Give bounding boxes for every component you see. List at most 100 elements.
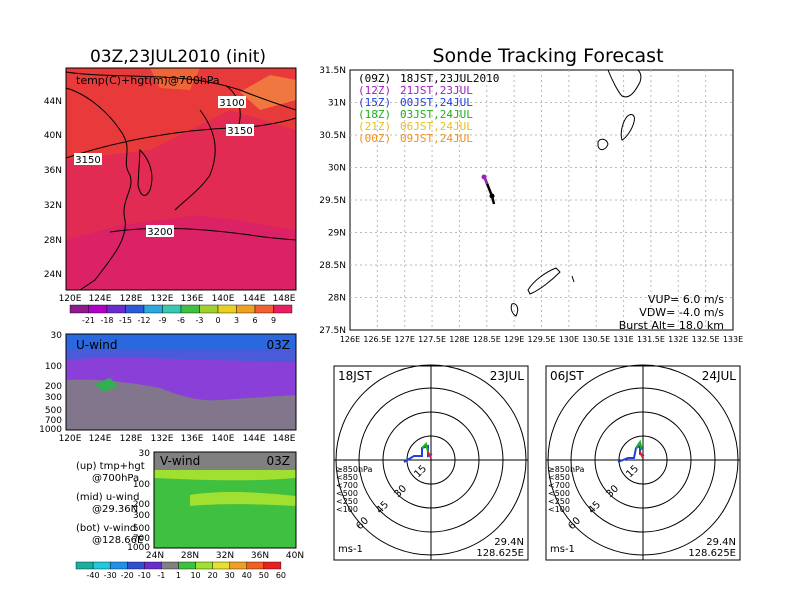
- track-lat-tick: 29.5N: [319, 196, 346, 206]
- temp-colorbar-label: -3: [196, 316, 204, 325]
- temp-colorbar-label: -9: [159, 316, 167, 325]
- coastline-korea: [137, 148, 153, 196]
- hodo-left-date: 23JUL: [490, 369, 525, 383]
- track-lon-tick: 132E: [668, 335, 688, 344]
- track-lon-tick: 126E: [340, 335, 360, 344]
- island-amami: [527, 267, 561, 295]
- track-lon-tick: 129.5E: [528, 335, 556, 344]
- track-lon-tick: 127.5E: [418, 335, 446, 344]
- note-bot: (bot) v-wind: [76, 523, 136, 534]
- u-wind-xtick-124e: 124E: [89, 434, 112, 444]
- island-north: [607, 69, 642, 98]
- temp-height-map: 03Z,23JUL2010 (init) 3100 3150 3150 3200…: [44, 47, 297, 325]
- track-lat-tick: 28.5N: [319, 261, 346, 271]
- temp-colorbar-cell: [88, 304, 108, 314]
- u-wind-ytick-30: 30: [51, 331, 63, 341]
- wind-colorbar-label: -40: [87, 571, 100, 580]
- lon-tick-124e: 124E: [89, 294, 112, 304]
- lon-tick-140e: 140E: [212, 294, 235, 304]
- v-wind-xtick-40n: 40N: [286, 551, 304, 561]
- temp-colorbar-cell: [180, 304, 200, 314]
- temp-colorbar-label: -21: [82, 316, 95, 325]
- lat-tick-24n: 24N: [44, 270, 62, 280]
- param-burst: Burst Alt= 18.0 km: [619, 319, 724, 332]
- temp-colorbar-cell: [236, 304, 256, 314]
- track-legend-tag: (12Z): [358, 84, 391, 97]
- lat-tick-44n: 44N: [44, 97, 62, 107]
- temp-colorbar-label: -6: [177, 316, 185, 325]
- track-lon-tick: 132.5E: [692, 335, 720, 344]
- wind-colorbar-cell: [263, 561, 282, 570]
- pressure-legend-item: <250: [336, 497, 358, 506]
- u-wind-label: U-wind: [76, 338, 117, 352]
- param-vdw: VDW= -4.0 m/s: [639, 306, 724, 319]
- temp-colorbar-cell: [199, 304, 219, 314]
- hodo-right-date: 24JUL: [702, 369, 737, 383]
- track-legend-tag: (00Z): [358, 132, 391, 145]
- u-wind-ytick-300: 300: [45, 393, 62, 403]
- v-wind-light-band: [154, 470, 296, 481]
- map-variable-label: temp(C)+hgt(m)@700hPa: [76, 74, 220, 87]
- track-marker-09z: [489, 193, 495, 199]
- lon-tick-136e: 136E: [181, 294, 204, 304]
- v-wind-ytick-700: 700: [133, 534, 150, 544]
- track-legend-text: 21JST,23JUL: [400, 84, 473, 97]
- hodo-left-unit: ms-1: [338, 544, 363, 555]
- hodo-left-lon: 128.625E: [476, 548, 524, 559]
- map-frame: [65, 67, 297, 291]
- u-wind-xtick-148e: 148E: [273, 434, 296, 444]
- map-cool-patch: [240, 75, 296, 110]
- v-wind-ytick-100: 100: [133, 480, 150, 490]
- u-wind-xtick-120e: 120E: [59, 434, 82, 444]
- contour-label-4: 3200: [147, 227, 172, 238]
- u-wind-upper-band: [66, 334, 296, 350]
- wind-colorbar-label: 30: [225, 571, 235, 580]
- wind-colorbar-cell: [109, 561, 128, 570]
- wind-colorbar-label: 60: [276, 571, 286, 580]
- track-legend-text: 03JST,24JUL: [400, 108, 473, 121]
- track-lat-tick: 30.5N: [319, 131, 346, 141]
- v-wind-ytick-1000: 1000: [127, 543, 150, 553]
- track-lon-tick: 129E: [504, 335, 524, 344]
- hodo-right-lat: 29.4N: [706, 537, 736, 548]
- hodograph-right: 06JST 24JUL 15 30 45 60 ≥850hPa<850<700<…: [545, 364, 741, 561]
- track-legend-text: 18JST,23JUL2010: [400, 72, 499, 85]
- u-wind-ytick-200: 200: [45, 382, 62, 392]
- u-wind-time: 03Z: [267, 338, 291, 352]
- v-wind-ytick-30: 30: [139, 449, 151, 459]
- v-wind-section: V-wind 03Z 30 100 200 300 500 700 1000 2…: [127, 449, 304, 561]
- temp-colorbar-cell: [254, 304, 274, 314]
- hodo-right-time: 06JST: [550, 369, 584, 383]
- track-lat-tick: 30N: [328, 164, 346, 174]
- wind-colorbar-cell: [75, 561, 94, 570]
- contour-label-box-1: [218, 96, 246, 108]
- island-tokuno: [510, 303, 519, 317]
- tracking-grid: 31.5N31N30.5N30N29.5N29N28.5N28N27.5N126…: [319, 66, 743, 344]
- track-legend-tag: (18Z): [358, 108, 391, 121]
- v-wind-xtick-32n: 32N: [216, 551, 234, 561]
- hodo-right-unit: ms-1: [550, 544, 575, 555]
- track-lon-tick: 126.5E: [363, 335, 391, 344]
- track-legend-tag: (21Z): [358, 120, 391, 133]
- wind-colorbar-cell: [212, 561, 230, 570]
- track-legend-tag: (09Z): [358, 72, 391, 85]
- temp-colorbar-label: 0: [215, 316, 220, 325]
- contour-label-2: 3150: [227, 126, 252, 137]
- wind-colorbar-cell: [92, 561, 111, 570]
- contour-label-box-4: [146, 225, 174, 237]
- track-lon-tick: 130.5E: [582, 335, 610, 344]
- contour-label-1: 3100: [219, 98, 244, 109]
- tracking-map: Sonde Tracking Forecast 31.5N 31N 30.5N 30N…: [319, 45, 743, 344]
- pressure-legend-item: <700: [336, 481, 358, 490]
- contour-label-box-3: [74, 153, 102, 165]
- temp-colorbar-label: -12: [137, 316, 150, 325]
- u-wind-ytick-1000: 1000: [39, 425, 62, 435]
- lon-tick-128e: 128E: [120, 294, 143, 304]
- hodo-right-lon: 128.625E: [688, 548, 736, 559]
- hodo-right-trace-green: [635, 439, 643, 451]
- u-wind-frame: [65, 333, 297, 431]
- u-wind-ytick-700: 700: [45, 416, 62, 426]
- lat-tick-40n: 40N: [44, 131, 62, 141]
- wind-colorbar-cell: [127, 561, 145, 570]
